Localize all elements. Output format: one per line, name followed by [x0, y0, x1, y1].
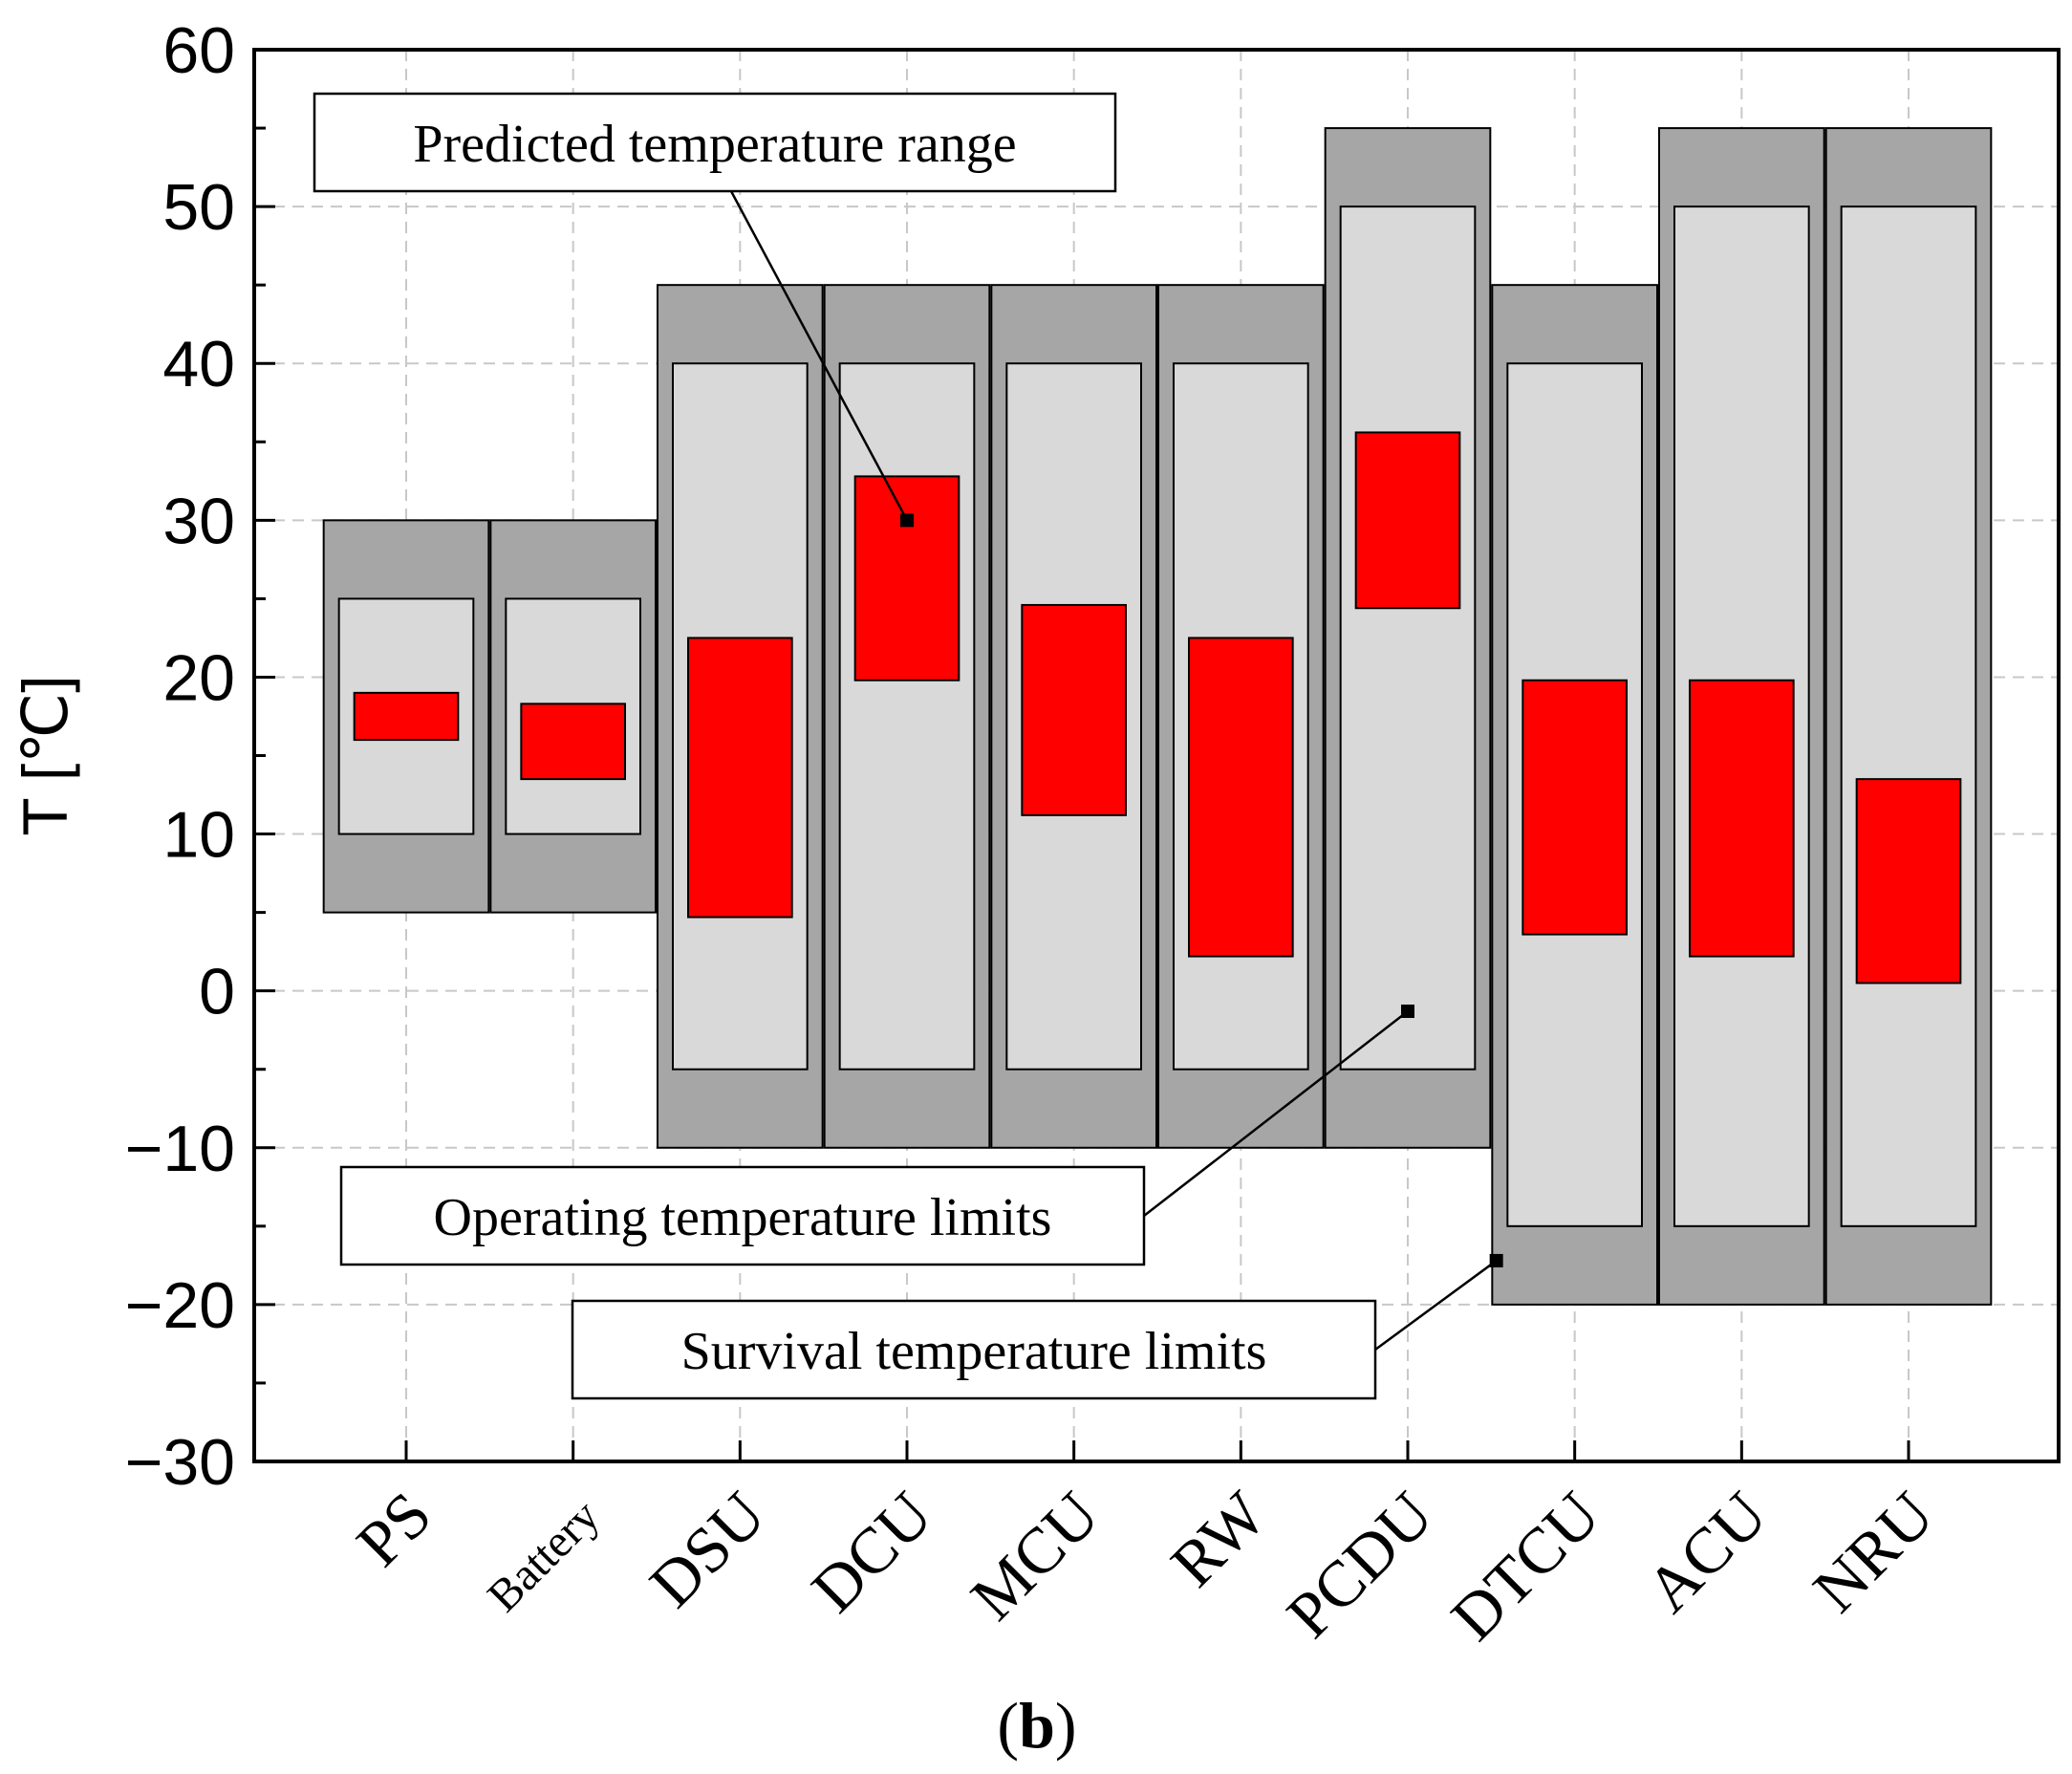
- predicted-range-bar-dcu: [853, 475, 960, 681]
- operating-range-bar-dcu: [838, 362, 976, 1071]
- survival-label-box: [571, 1299, 1377, 1400]
- x-tick-label-mcu: MCU: [957, 1478, 1112, 1633]
- y-tick-label: 30: [162, 485, 235, 557]
- operating-leader-line: [1143, 1010, 1409, 1217]
- x-tick-label-rw: RW: [1156, 1477, 1280, 1600]
- predicted-range-bar-ps: [353, 691, 460, 742]
- predicted-marker: [900, 513, 914, 528]
- y-tick-label: 40: [162, 328, 235, 400]
- operating-label-text: Operating temperature limits: [434, 1188, 1052, 1247]
- predicted-label-box: [313, 92, 1117, 193]
- operating-label-box: [339, 1165, 1146, 1266]
- panel-label-close: ): [1055, 1689, 1077, 1762]
- predicted-range-bar-nru: [1855, 778, 1962, 984]
- annotations: Predicted temperature range Operating tem…: [313, 92, 1503, 1400]
- x-tick-label-pcdu: PCDU: [1273, 1478, 1447, 1652]
- panel-label: (b): [997, 1689, 1076, 1762]
- y-tick-label: 60: [162, 14, 235, 87]
- predicted-leader-line: [729, 190, 909, 521]
- operating-range-bar-pcdu: [1339, 206, 1477, 1071]
- y-tick-label: 20: [162, 641, 235, 714]
- x-tick-label-ps: PS: [342, 1478, 444, 1580]
- operating-marker: [1401, 1005, 1414, 1019]
- predicted-range-bar-rw: [1188, 637, 1294, 958]
- y-tick-label: −10: [125, 1113, 235, 1185]
- x-tick-label-dcu: DCU: [797, 1478, 945, 1626]
- survival-label-text: Survival temperature limits: [681, 1322, 1267, 1381]
- y-tick-label: −30: [125, 1426, 235, 1499]
- predicted-range-bar-dsu: [687, 637, 793, 919]
- survival-leader-line: [1374, 1259, 1498, 1352]
- x-tick-label-nru: NRU: [1799, 1478, 1947, 1626]
- predicted-range-bar-mcu: [1021, 603, 1128, 816]
- predicted-range-bar-battery: [520, 703, 626, 781]
- panel-label-open: (: [997, 1689, 1019, 1762]
- y-tick-label: 10: [162, 799, 235, 872]
- y-tick-label: −20: [125, 1269, 235, 1342]
- panel-label-letter: b: [1019, 1689, 1055, 1762]
- bars: [322, 127, 1993, 1306]
- x-tick-label-acu: ACU: [1632, 1478, 1781, 1626]
- x-tick-label-dtcu: DTCU: [1437, 1478, 1614, 1655]
- predicted-range-bar-pcdu: [1354, 431, 1461, 610]
- operating-range-bar-nru: [1840, 206, 1977, 1227]
- y-tick-label: 50: [162, 171, 235, 244]
- predicted-label-text: Predicted temperature range: [413, 115, 1016, 174]
- x-tick-label-dsu: DSU: [636, 1478, 779, 1621]
- y-tick-label: 0: [199, 956, 235, 1028]
- predicted-range-bar-acu: [1689, 679, 1795, 958]
- survival-marker: [1489, 1253, 1503, 1267]
- predicted-range-bar-dtcu: [1522, 679, 1629, 936]
- y-axis-label: T [℃]: [10, 675, 80, 835]
- x-tick-label-battery: Battery: [478, 1490, 609, 1621]
